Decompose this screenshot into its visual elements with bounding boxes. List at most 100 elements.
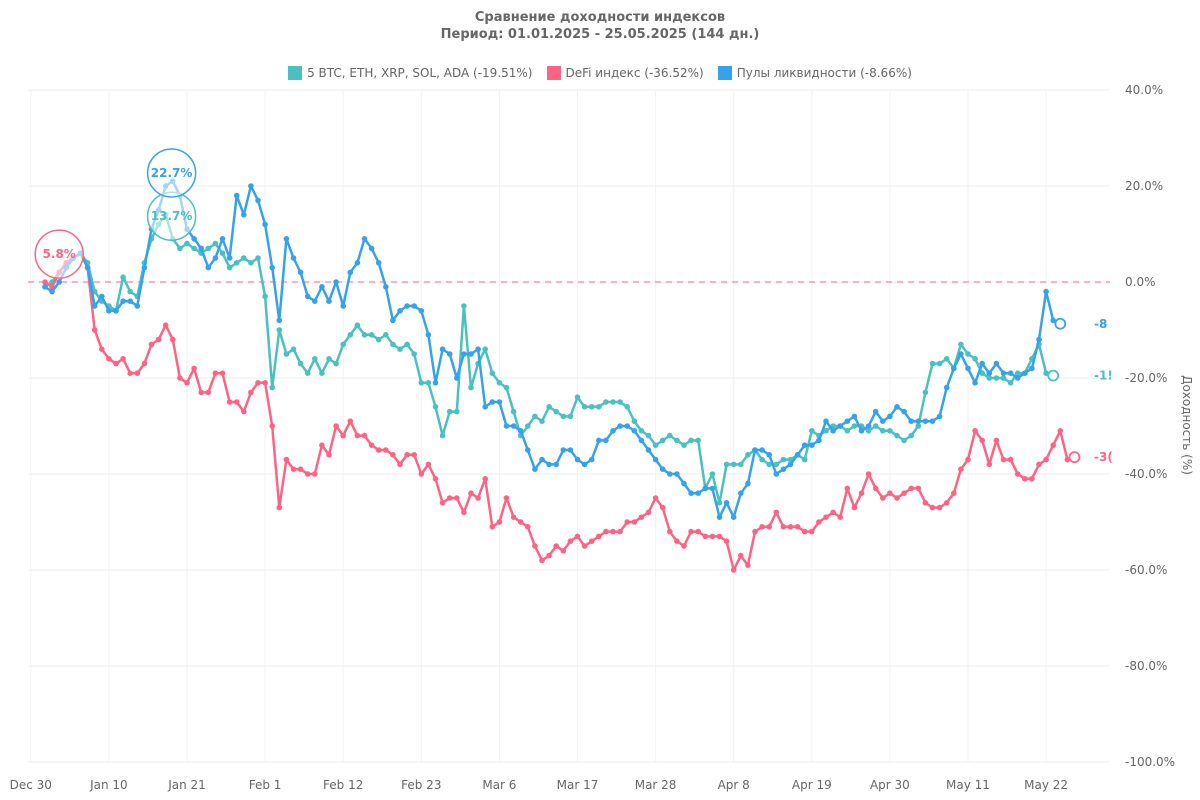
series-point-1 [652, 495, 659, 501]
series-point-1 [446, 495, 453, 501]
series-point-1 [993, 437, 1000, 444]
chart-subtitle: Период: 01.01.2025 - 25.05.2025 (144 дн.… [440, 27, 760, 42]
series-point-2 [1050, 317, 1056, 324]
series-point-0 [745, 452, 751, 458]
series-point-1 [354, 432, 361, 439]
series-point-1 [532, 543, 538, 549]
series-point-1 [326, 452, 332, 458]
series-point-0 [596, 404, 602, 410]
series-point-0 [439, 432, 446, 439]
series-point-0 [560, 413, 567, 420]
series-point-0 [780, 456, 787, 463]
series-point-1 [525, 524, 531, 530]
series-point-1 [936, 504, 943, 511]
series-point-1 [1036, 461, 1042, 468]
series-point-1 [113, 360, 119, 367]
series-point-1 [404, 452, 410, 458]
legend-item-top5[interactable]: 5 BTC, ETH, XRP, SOL, ADA (-19.51%) [288, 66, 533, 80]
x-tick-label: Mar 6 [482, 778, 516, 792]
series-point-1 [851, 504, 858, 511]
series-point-2 [198, 245, 204, 252]
x-tick-label: Dec 30 [10, 778, 52, 792]
series-point-0 [297, 360, 304, 367]
series-point-0 [468, 384, 474, 391]
series-point-0 [425, 380, 432, 386]
series-point-0 [638, 428, 645, 434]
series-point-0 [411, 351, 418, 357]
series-point-2 [91, 303, 98, 309]
series-point-2 [404, 303, 410, 309]
series-point-0 [241, 255, 247, 261]
series-point-1 [198, 389, 204, 396]
series-point-1 [205, 389, 212, 396]
series-point-2 [276, 317, 283, 324]
series-point-2 [574, 456, 581, 463]
series-point-1 [830, 509, 836, 516]
x-tick-label: Apr 30 [870, 778, 910, 792]
series-point-2 [880, 418, 886, 425]
series-point-2 [248, 183, 254, 189]
series-point-2 [411, 303, 418, 309]
legend-item-pools[interactable]: Пулы ликвидности (-8.66%) [717, 66, 912, 80]
series-point-1 [915, 485, 922, 492]
series-point-2 [283, 236, 290, 242]
chart-legend: 5 BTC, ETH, XRP, SOL, ADA (-19.51%) DeFi… [0, 66, 1200, 80]
series-point-0 [943, 356, 950, 362]
series-point-2 [723, 500, 730, 506]
series-point-0 [674, 437, 680, 444]
legend-swatch-defi [546, 66, 561, 80]
series-point-2 [603, 437, 609, 444]
series-point-0 [936, 360, 943, 367]
x-tick-label: May 22 [1024, 778, 1068, 792]
series-point-0 [553, 408, 559, 415]
series-point-0 [844, 428, 851, 434]
legend-label-pools: Пулы ликвидности (-8.66%) [736, 66, 912, 80]
series-point-2 [986, 370, 993, 377]
series-point-0 [922, 389, 929, 396]
series-point-1 [411, 452, 418, 458]
series-point-0 [645, 432, 652, 439]
series-point-1 [539, 557, 545, 564]
series-point-0 [965, 351, 971, 357]
series-point-1 [212, 370, 219, 377]
series-point-2 [667, 471, 673, 477]
series-point-0 [205, 245, 212, 252]
series-point-2 [951, 365, 957, 372]
series-point-2 [496, 399, 503, 405]
series-point-1 [972, 428, 978, 434]
series-point-1 [319, 442, 325, 449]
series-point-0 [823, 428, 829, 434]
series-point-2 [837, 423, 843, 429]
series-point-1 [482, 476, 489, 482]
legend-item-defi[interactable]: DeFi индекс (-36.52%) [546, 66, 704, 80]
series-point-0 [361, 332, 368, 338]
series-point-0 [347, 332, 354, 338]
series-end-point-1 [1068, 451, 1081, 464]
series-point-2 [943, 384, 950, 391]
series-point-1 [865, 471, 872, 477]
series-point-2 [993, 360, 1000, 367]
series-point-2 [738, 490, 744, 497]
series-point-2 [887, 413, 893, 420]
x-tick-label: May 11 [946, 778, 990, 792]
series-point-1 [809, 528, 815, 535]
series-point-0 [865, 428, 872, 434]
peak-bubble-2 [146, 148, 197, 198]
series-point-1 [312, 471, 318, 477]
series-point-0 [532, 413, 538, 420]
series-point-0 [574, 394, 581, 401]
series-point-0 [418, 380, 425, 386]
x-tick-label: Feb 1 [249, 778, 282, 792]
annotations: -1! 13.7% -3(5.8% -8 22.7% [34, 148, 1113, 464]
series-point-2 [553, 461, 559, 468]
series-point-1 [766, 524, 772, 530]
series-point-1 [695, 528, 701, 535]
x-tick-label: Jan 10 [89, 778, 128, 792]
series-point-1 [368, 442, 375, 449]
series-point-2 [461, 351, 467, 357]
series-point-0 [454, 408, 460, 415]
series-end-label-0: -1! [1094, 369, 1113, 383]
series-point-2 [567, 447, 574, 453]
series-point-0 [312, 356, 318, 362]
